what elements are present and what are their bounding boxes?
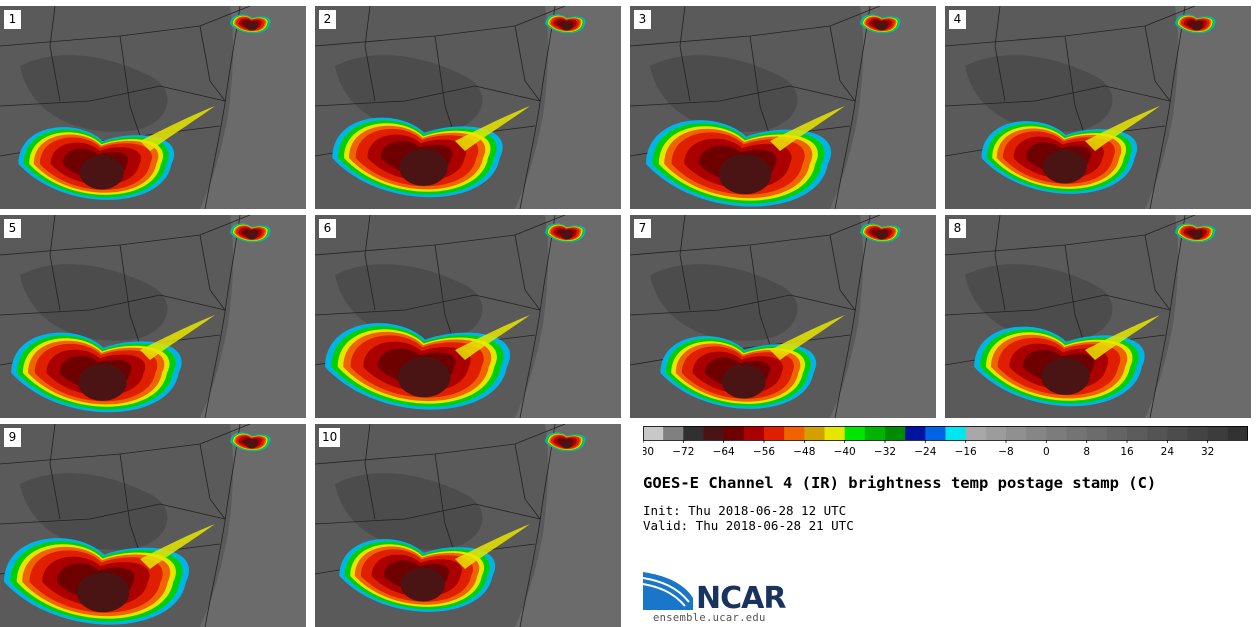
satellite-map — [945, 215, 1251, 418]
colorbar-segment — [905, 426, 926, 440]
colorbar-tick-label: 16 — [1120, 446, 1134, 458]
ensemble-member-panel: 4 — [945, 6, 1251, 209]
colorbar-segment — [1147, 426, 1168, 440]
colorbar-segment — [1006, 426, 1027, 440]
satellite-map — [630, 6, 936, 209]
colorbar-segment — [844, 426, 866, 440]
colorbar-segment — [1046, 426, 1067, 440]
satellite-map — [630, 215, 936, 418]
colorbar-segment — [804, 426, 825, 440]
ensemble-member-panel: 10 — [315, 424, 621, 627]
colorbar-segment — [784, 426, 805, 440]
satellite-map — [315, 6, 621, 209]
panel-number-label: 6 — [319, 219, 336, 238]
colorbar-segment — [1026, 426, 1047, 440]
colorbar-segment — [1187, 426, 1209, 440]
panel-number-label: 7 — [634, 219, 651, 238]
ensemble-member-panel: 8 — [945, 215, 1251, 418]
colorbar-segment — [1227, 426, 1248, 440]
colorbar-segment — [1066, 426, 1088, 440]
panel-number-label: 1 — [4, 10, 21, 29]
colorbar-segment — [824, 426, 846, 440]
ncar-logo-icon — [643, 572, 693, 610]
colorbar-segment — [945, 426, 967, 440]
satellite-map — [315, 215, 621, 418]
panel-number-label: 9 — [4, 428, 21, 447]
panel-number-label: 8 — [949, 219, 966, 238]
satellite-map — [0, 6, 306, 209]
colorbar-segment — [643, 426, 664, 440]
colorbar-segment — [965, 426, 987, 440]
valid-time: Valid: Thu 2018-06-28 21 UTC — [643, 518, 854, 533]
satellite-map — [945, 6, 1251, 209]
colorbar-segment — [985, 426, 1007, 440]
colorbar-segment — [663, 426, 684, 440]
colorbar-segment — [864, 426, 886, 440]
colorbar-segment — [1207, 426, 1229, 440]
colorbar-tick-label: −48 — [793, 446, 815, 458]
satellite-map — [0, 424, 306, 627]
colorbar-tick-label: −24 — [914, 446, 936, 458]
colorbar-tick-label: −32 — [874, 446, 896, 458]
colorbar-segment — [764, 426, 785, 440]
colorbar-segment — [925, 426, 946, 440]
ensemble-member-panel: 5 — [0, 215, 306, 418]
ensemble-member-panel: 2 — [315, 6, 621, 209]
ncar-wordmark: NCAR — [696, 581, 786, 616]
colorbar-tick-label: −8 — [998, 446, 1013, 458]
colorbar-segment — [743, 426, 765, 440]
colorbar-tick-label: −16 — [955, 446, 977, 458]
chart-title: GOES-E Channel 4 (IR) brightness temp po… — [643, 474, 1157, 492]
ensemble-member-panel: 9 — [0, 424, 306, 627]
colorbar-tick-label: 32 — [1201, 446, 1214, 458]
ensemble-member-panel: 7 — [630, 215, 936, 418]
colorbar-segment — [723, 426, 745, 440]
colorbar-segment — [1167, 426, 1188, 440]
colorbar-segment — [703, 426, 725, 440]
panel-number-label: 3 — [634, 10, 651, 29]
init-time: Init: Thu 2018-06-28 12 UTC — [643, 503, 847, 518]
panel-number-label: 2 — [319, 10, 336, 29]
colorbar-tick-label: −64 — [713, 446, 735, 458]
colorbar-tick-label: 0 — [1043, 446, 1050, 458]
colorbar-tick-label: −40 — [834, 446, 856, 458]
ensemble-member-panel: 6 — [315, 215, 621, 418]
colorbar-tick-label: 8 — [1083, 446, 1090, 458]
ensemble-member-panel: 1 — [0, 6, 306, 209]
satellite-map — [315, 424, 621, 627]
satellite-map — [0, 215, 306, 418]
panel-number-label: 4 — [949, 10, 966, 29]
ensemble-member-panel: 3 — [630, 6, 936, 209]
logo-url: ensemble.ucar.edu — [653, 612, 766, 624]
panel-number-label: 5 — [4, 219, 21, 238]
colorbar-segment — [1106, 426, 1128, 440]
colorbar-segment — [1127, 426, 1148, 440]
colorbar-segment — [683, 426, 704, 440]
colorbar-segment — [1086, 426, 1108, 440]
colorbar-segment — [885, 426, 906, 440]
colorbar-tick-label: −72 — [672, 446, 694, 458]
panel-number-label: 10 — [319, 428, 341, 447]
colorbar-tick-label: −80 — [643, 446, 654, 458]
colorbar-tick-label: −56 — [753, 446, 775, 458]
colorbar-tick-label: 24 — [1161, 446, 1175, 458]
